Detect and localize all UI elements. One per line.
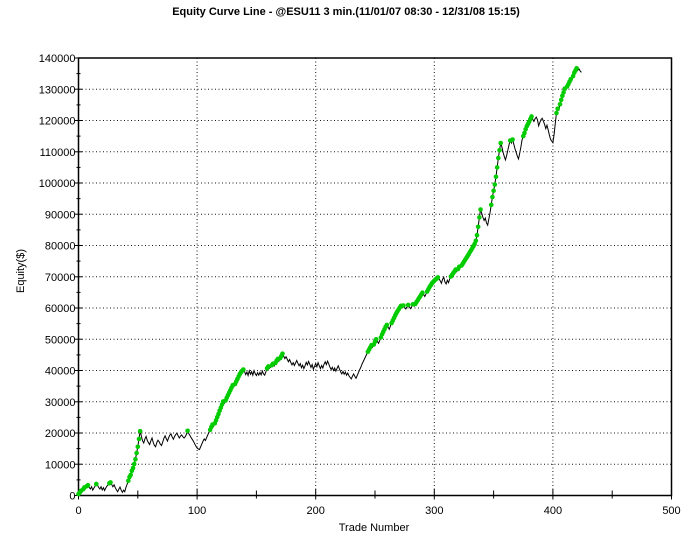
svg-text:70000: 70000: [45, 272, 76, 284]
svg-text:100000: 100000: [39, 178, 76, 190]
svg-text:10000: 10000: [45, 459, 76, 471]
svg-text:500: 500: [662, 505, 680, 517]
svg-text:80000: 80000: [45, 241, 76, 253]
svg-text:0: 0: [75, 505, 81, 517]
svg-text:90000: 90000: [45, 209, 76, 221]
svg-text:20000: 20000: [45, 428, 76, 440]
svg-text:Equity($): Equity($): [15, 249, 27, 293]
svg-text:40000: 40000: [45, 366, 76, 378]
svg-text:300: 300: [425, 505, 443, 517]
svg-text:0: 0: [69, 491, 75, 503]
svg-text:400: 400: [544, 505, 562, 517]
svg-text:120000: 120000: [39, 116, 76, 128]
svg-text:200: 200: [307, 505, 325, 517]
svg-text:Equity Curve Line - @ESU11 3 m: Equity Curve Line - @ESU11 3 min.(11/01/…: [172, 6, 520, 18]
svg-text:30000: 30000: [45, 397, 76, 409]
svg-text:Trade Number: Trade Number: [339, 522, 410, 534]
svg-text:100: 100: [188, 505, 206, 517]
svg-text:130000: 130000: [39, 85, 76, 97]
svg-text:140000: 140000: [39, 53, 76, 65]
svg-text:60000: 60000: [45, 303, 76, 315]
svg-text:110000: 110000: [40, 147, 76, 159]
svg-text:50000: 50000: [45, 334, 76, 346]
